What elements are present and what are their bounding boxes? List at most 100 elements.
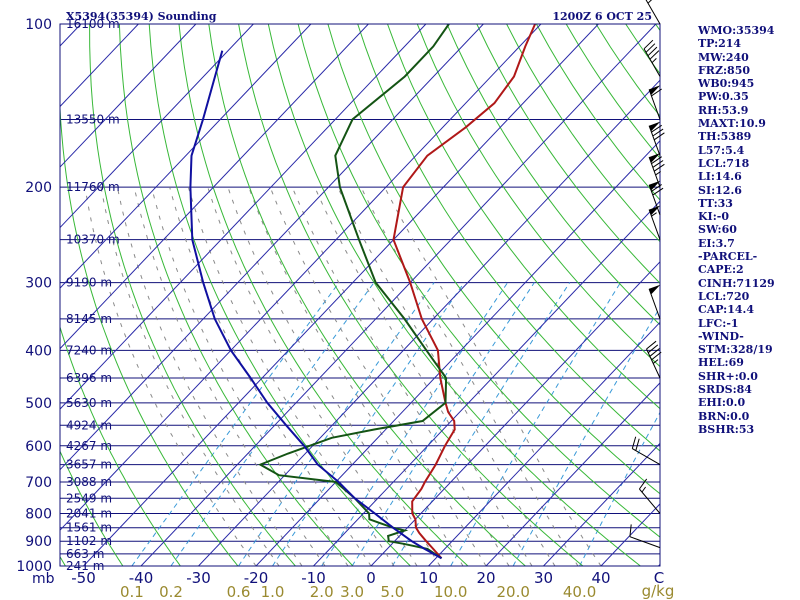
height-label: 663 m xyxy=(66,547,104,561)
barb-staff xyxy=(632,448,661,466)
height-label: 10370 m xyxy=(66,233,120,247)
barb-half-flag xyxy=(655,171,661,176)
mixing-ratio-line xyxy=(321,282,509,566)
stat-line: TH:5389 xyxy=(698,130,752,144)
temp-label: -50 xyxy=(71,569,96,587)
plot-frame xyxy=(59,23,661,567)
parcel-line xyxy=(189,50,442,560)
isotherm-line xyxy=(60,24,542,531)
height-label: 241 m xyxy=(66,559,104,573)
barb-flag xyxy=(653,163,665,172)
temperature-line xyxy=(392,24,537,559)
pressure-axis-labels: 100 200 300 400 500 600 700 800 900 1000 xyxy=(16,17,52,575)
moist-adiabat xyxy=(133,187,326,566)
dry-adiabat xyxy=(60,24,239,566)
isotherm-line xyxy=(428,321,660,566)
dry-adiabat xyxy=(297,24,660,538)
height-label: 2549 m xyxy=(66,491,112,505)
barb-flag xyxy=(651,88,662,97)
sounding-indices-panel: WMO:35394 TP:214 MW:240 FRZ:850 WB0:945 PW:0.… xyxy=(698,24,798,436)
barb-pennant xyxy=(649,85,661,95)
dry-adiabat-lines xyxy=(60,24,660,566)
wind-barbs xyxy=(629,0,665,549)
wind-barb xyxy=(643,39,661,77)
isotherm-line xyxy=(60,24,369,350)
stat-line: -WIND- xyxy=(698,329,744,343)
height-label: 3657 m xyxy=(66,458,112,472)
stat-line: HEL:69 xyxy=(698,356,744,370)
stat-line: WB0:945 xyxy=(698,77,755,91)
barb-flag xyxy=(651,184,662,192)
wind-barb xyxy=(645,0,661,25)
height-label: 1561 m xyxy=(66,521,112,535)
moist-adiabat xyxy=(360,186,579,566)
stat-line: BSHR:53 xyxy=(698,422,755,436)
stat-line: LCL:718 xyxy=(698,156,750,170)
moist-adiabat xyxy=(169,187,372,566)
isotherm-line xyxy=(60,24,484,471)
wind-barb xyxy=(638,478,661,514)
pressure-label-900: 900 xyxy=(25,534,52,550)
stat-line: EHI:0.0 xyxy=(698,396,746,410)
wind-barb xyxy=(648,205,661,240)
barb-flag xyxy=(645,43,656,53)
barb-flag xyxy=(651,156,662,165)
dry-adiabat xyxy=(416,24,660,368)
pressure-label-400: 400 xyxy=(25,343,52,359)
wind-barb xyxy=(629,524,661,549)
barb-staff xyxy=(645,0,661,25)
dry-adiabat xyxy=(387,24,660,410)
moist-adiabat xyxy=(151,187,349,566)
pressure-label-1000: 1000 xyxy=(16,559,52,575)
isotherm-line xyxy=(543,442,660,566)
wind-barb xyxy=(648,121,665,156)
barb-pennant xyxy=(649,284,661,295)
mixing-ratio-line xyxy=(131,282,340,566)
isotherm-line xyxy=(313,200,660,566)
stat-line: WMO:35394 xyxy=(698,24,775,37)
height-label: 7240 m xyxy=(66,343,112,357)
mixing-ratio-label: 2.0 xyxy=(310,583,334,600)
barb-pennant xyxy=(649,153,661,163)
height-label: 4267 m xyxy=(66,439,112,453)
height-label: 4924 m xyxy=(66,418,112,432)
height-label: 9190 m xyxy=(66,276,112,290)
barb-staff xyxy=(639,488,661,514)
barb-flag xyxy=(652,160,664,168)
barb-flag xyxy=(649,348,660,357)
barb-flag xyxy=(631,436,637,449)
mixing-ratio-line xyxy=(272,282,465,566)
chart-title: X5394(35394) Sounding xyxy=(66,10,217,23)
temperature-axis-labels: -50 -40 -30 -20 -10 0 10 20 30 40 C xyxy=(71,569,664,587)
isotherm-line xyxy=(60,24,427,410)
dry-adiabat xyxy=(208,24,526,566)
moist-adiabat xyxy=(84,187,257,566)
mixing-ratio-line xyxy=(512,306,660,566)
height-label: 11760 m xyxy=(66,180,120,194)
mixing-ratio-label: 40.0 xyxy=(563,583,596,600)
stat-line: SI:12.6 xyxy=(698,183,742,197)
moist-adiabat-lines xyxy=(84,186,602,566)
pressure-label-500: 500 xyxy=(25,396,52,412)
mixing-ratio-label: 0.2 xyxy=(159,583,183,600)
pressure-label-300: 300 xyxy=(25,276,52,292)
moist-adiabat xyxy=(337,186,556,566)
dry-adiabat xyxy=(506,24,660,243)
temp-label: 10 xyxy=(419,569,438,587)
stat-line: MAXT:10.9 xyxy=(698,117,766,131)
barb-half-flag xyxy=(641,486,647,493)
stat-line: RH:53.9 xyxy=(698,103,749,117)
barb-staff xyxy=(629,536,661,549)
mixing-ratio-label: 0.1 xyxy=(120,583,144,600)
height-label: 8145 m xyxy=(66,312,112,326)
dry-adiabat xyxy=(327,24,660,495)
wind-barb xyxy=(646,340,662,379)
barb-half-flag xyxy=(651,212,657,217)
stat-line: FRZ:850 xyxy=(698,63,751,77)
sounding-series xyxy=(189,24,537,560)
mixing-ratio-label: 3.0 xyxy=(340,583,364,600)
stat-line: STM:328/19 xyxy=(698,343,773,357)
wind-barb xyxy=(648,85,662,120)
mixing-ratio-label: 5.0 xyxy=(380,583,404,600)
